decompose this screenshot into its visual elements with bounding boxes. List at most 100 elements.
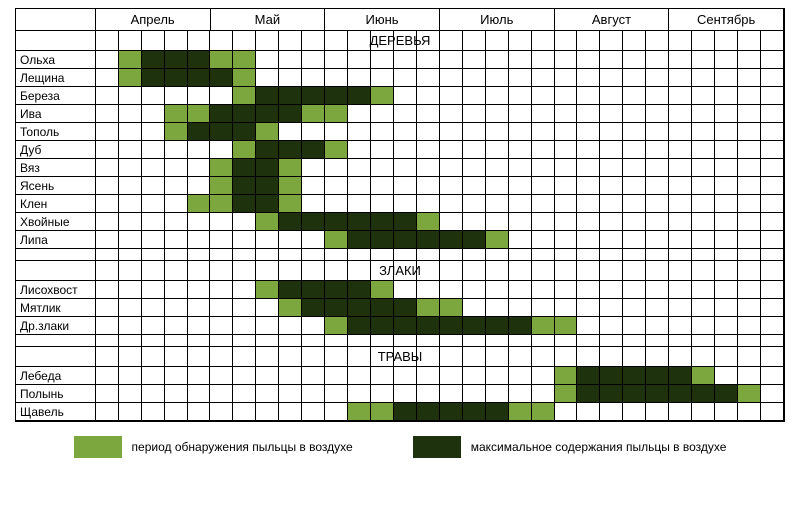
cell [210, 299, 233, 316]
cell [577, 317, 600, 334]
plant-row: Лебеда [16, 367, 784, 385]
cell [417, 105, 440, 122]
cell [165, 87, 188, 104]
cell [256, 51, 279, 68]
cell [394, 177, 417, 194]
cell [440, 87, 463, 104]
cell [555, 177, 578, 194]
cell [623, 403, 646, 420]
cell [509, 195, 532, 212]
cell [256, 177, 279, 194]
cell [555, 159, 578, 176]
cell [692, 123, 715, 140]
cell [715, 213, 738, 230]
cell [738, 69, 761, 86]
cell [715, 231, 738, 248]
cell [394, 213, 417, 230]
cell [142, 87, 165, 104]
cell [210, 105, 233, 122]
cell [188, 159, 211, 176]
cell [715, 123, 738, 140]
cell [577, 403, 600, 420]
cell [348, 177, 371, 194]
cell [348, 231, 371, 248]
cell [440, 159, 463, 176]
cell [440, 51, 463, 68]
cell [371, 403, 394, 420]
cell [119, 317, 142, 334]
cell [96, 51, 119, 68]
cell [119, 69, 142, 86]
cell [348, 123, 371, 140]
cell [119, 281, 142, 298]
cell [486, 141, 509, 158]
legend-label-dark: максимальное содержания пыльцы в воздухе [471, 440, 727, 454]
cell [715, 299, 738, 316]
cell [692, 299, 715, 316]
cell [761, 141, 784, 158]
spacer-row [16, 249, 784, 261]
cell [463, 123, 486, 140]
cell [302, 231, 325, 248]
cell [600, 403, 623, 420]
cell [394, 87, 417, 104]
plant-row: Тополь [16, 123, 784, 141]
cell [509, 69, 532, 86]
cell [256, 213, 279, 230]
cell [623, 51, 646, 68]
cell [463, 177, 486, 194]
cell [302, 195, 325, 212]
cell [371, 213, 394, 230]
cell [96, 367, 119, 384]
cell [417, 87, 440, 104]
cell [600, 87, 623, 104]
cell [96, 195, 119, 212]
cell [761, 177, 784, 194]
plant-label: Тополь [16, 123, 96, 140]
cell [394, 69, 417, 86]
cell [509, 385, 532, 402]
cell [555, 231, 578, 248]
cell [417, 367, 440, 384]
cell [715, 403, 738, 420]
cell [738, 177, 761, 194]
cell [577, 69, 600, 86]
cell [348, 141, 371, 158]
cell [302, 385, 325, 402]
cell [233, 299, 256, 316]
cell [119, 141, 142, 158]
cell [555, 317, 578, 334]
cell [371, 159, 394, 176]
cell [646, 123, 669, 140]
cell [669, 87, 692, 104]
cell [761, 51, 784, 68]
plant-row: Липа [16, 231, 784, 249]
section-header: ЗЛАКИ [16, 261, 784, 281]
pollen-calendar-chart: АпрельМайИюньИюльАвгустСентябрьДЕРЕВЬЯОл… [15, 8, 785, 422]
cell [555, 213, 578, 230]
cell [692, 51, 715, 68]
cell [394, 385, 417, 402]
cell [623, 87, 646, 104]
cell [210, 177, 233, 194]
cell [210, 87, 233, 104]
cell [486, 299, 509, 316]
cell [577, 105, 600, 122]
cell [486, 195, 509, 212]
cell [509, 141, 532, 158]
cell [669, 299, 692, 316]
cell [371, 299, 394, 316]
cell [623, 367, 646, 384]
cell [233, 281, 256, 298]
cell [715, 367, 738, 384]
cell [165, 141, 188, 158]
cell [463, 69, 486, 86]
cell [761, 231, 784, 248]
cell [532, 385, 555, 402]
cell [532, 195, 555, 212]
cell [188, 385, 211, 402]
cell [486, 231, 509, 248]
cell [165, 69, 188, 86]
cell [371, 367, 394, 384]
cell [188, 177, 211, 194]
